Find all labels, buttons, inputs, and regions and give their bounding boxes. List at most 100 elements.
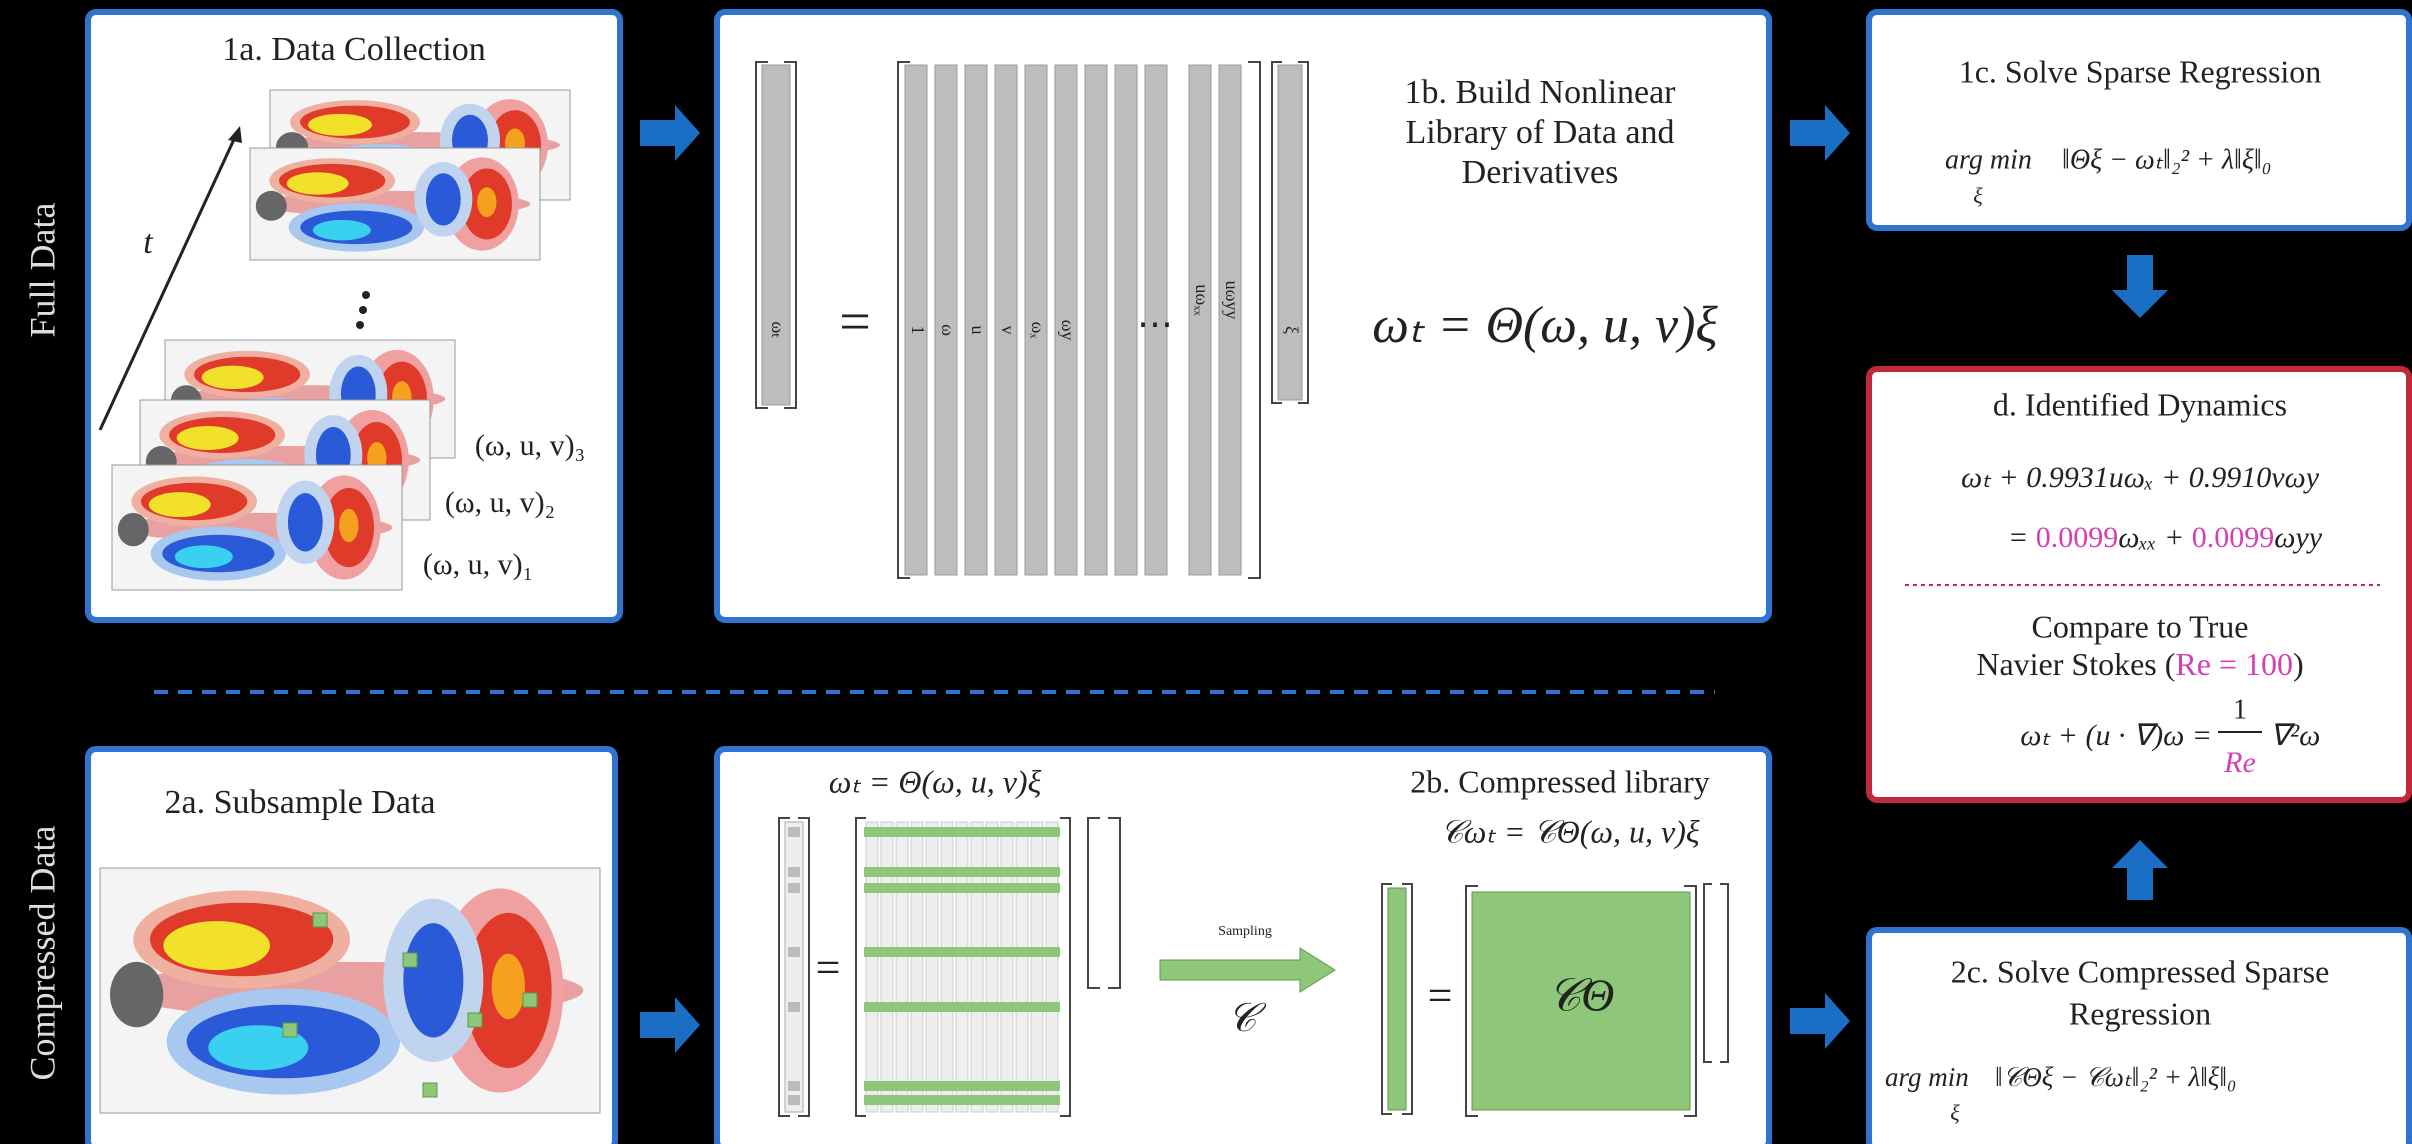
column-label: ω [938, 324, 958, 336]
library-column [1001, 822, 1013, 1112]
library-column [971, 822, 983, 1112]
text: Compare to True [2032, 608, 2249, 644]
equation: ωₜ + 0.9931uωₓ + 0.9910vωy [1961, 461, 2320, 494]
library-column [896, 822, 908, 1112]
equals: = [839, 291, 871, 353]
column-label: ωₓ [1028, 321, 1048, 339]
panel-1c [1869, 12, 2409, 228]
vortex [492, 954, 525, 1019]
lhs-column [785, 822, 803, 1112]
sampled-entry [788, 883, 800, 893]
eq-part: = [2008, 521, 2036, 554]
library-column [1219, 65, 1241, 575]
vortex [202, 366, 264, 390]
column-label: uωₓₓ [1192, 284, 1212, 316]
sample-point [313, 913, 327, 927]
vortex [339, 509, 358, 542]
sample-point [403, 953, 417, 967]
eq-part: ωₓₓ + [2118, 521, 2191, 554]
library-column [911, 822, 923, 1112]
library-column [1016, 822, 1028, 1112]
argmin-sub: ξ [1973, 183, 1983, 208]
column-label: v [998, 326, 1018, 335]
column-label: uωyy [1222, 281, 1242, 320]
library-column [995, 65, 1017, 575]
snapshot-label: (ω, u, v)₃ [475, 429, 585, 462]
sample-point [423, 1083, 437, 1097]
equation: ωₜ = Θ(ω, u, v)ξ [829, 763, 1042, 799]
library-column [1031, 822, 1043, 1112]
equation: ∇²ω [2270, 719, 2320, 752]
sampled-row [864, 867, 1060, 877]
text: Navier Stokes (Re = 100) [1976, 646, 2303, 682]
coefficient-column [1278, 65, 1302, 400]
library-column [1189, 65, 1211, 575]
library-column [905, 65, 927, 575]
equals: = [1428, 971, 1453, 1020]
sampled-entry [788, 1095, 800, 1105]
sampled-entry [788, 867, 800, 877]
panel-title: 2c. Solve Compressed Sparse [1951, 953, 2330, 989]
argmin: arg min [1885, 1062, 1969, 1092]
panel-title: Derivatives [1462, 154, 1619, 191]
vortex [308, 114, 372, 136]
lhs-column [762, 65, 790, 405]
fraction-den: Re [2223, 746, 2256, 779]
panel-title: 2a. Subsample Data [165, 784, 436, 821]
sample-point [468, 1013, 482, 1027]
panel-title: Library of Data and [1405, 114, 1674, 151]
vortex [313, 220, 371, 241]
column-label: ωy [1058, 320, 1078, 341]
sampled-row [864, 1081, 1060, 1091]
equation: = 0.0099ωₓₓ + 0.0099ωyy [2008, 521, 2323, 554]
snapshot-label: (ω, u, v)₁ [423, 548, 533, 581]
dot [356, 321, 364, 329]
sampled-entry [788, 827, 800, 837]
vortex [177, 426, 239, 450]
panel-title: d. Identified Dynamics [1993, 386, 2287, 422]
sample-point [523, 993, 537, 1007]
reynolds: Re = 100 [2175, 646, 2293, 682]
side-label: Compressed Data [22, 826, 62, 1081]
sampled-row [864, 947, 1060, 957]
snapshot-label: (ω, u, v)₂ [445, 486, 555, 519]
sampled-row [864, 1095, 1060, 1105]
panel-title: 1c. Solve Sparse Regression [1959, 53, 2322, 89]
vortex [256, 191, 287, 221]
matrix-label: 𝒞Θ [1548, 970, 1615, 1021]
library-column [1025, 65, 1047, 575]
library-column [956, 822, 968, 1112]
sampled-row [864, 1002, 1060, 1012]
column-label: ξ [1282, 326, 1302, 334]
vortex [175, 545, 233, 568]
library-column [1046, 822, 1058, 1112]
vortex [288, 493, 323, 551]
sampled-entry [788, 947, 800, 957]
text: Navier Stokes ( [1976, 646, 2175, 682]
sampled-entry [788, 1002, 800, 1012]
library-column [881, 822, 893, 1112]
sample-point [283, 1023, 297, 1037]
equals: = [816, 943, 841, 992]
sampling-label: Sampling [1218, 924, 1272, 939]
diagram: Full Data Compressed Data 1a. Data Colle… [0, 0, 2412, 1144]
library-column [926, 822, 938, 1112]
vortex [426, 173, 461, 225]
library-column [941, 822, 953, 1112]
sampled-row [864, 827, 1060, 837]
subsampled-field [100, 868, 600, 1113]
page: Full Data Compressed Data 1a. Data Colle… [0, 0, 2412, 1144]
eq-part: ωyy [2274, 521, 2322, 554]
equation: ωₜ + (u · ∇)ω = [2020, 719, 2212, 752]
panel-title: Regression [2069, 995, 2211, 1031]
column-label: ωₜ [768, 321, 788, 338]
equation: ωₜ = Θ(ω, u, v)ξ [1372, 297, 1718, 354]
panel-title: 1a. Data Collection [222, 31, 485, 68]
time-label: t [143, 224, 154, 261]
library-column [866, 822, 878, 1112]
compressed-lhs [1388, 888, 1406, 1110]
library-column [1085, 65, 1107, 575]
fraction-num: 1 [2233, 694, 2247, 725]
library-column [986, 822, 998, 1112]
argmin-sub: ξ [1950, 1100, 1960, 1125]
